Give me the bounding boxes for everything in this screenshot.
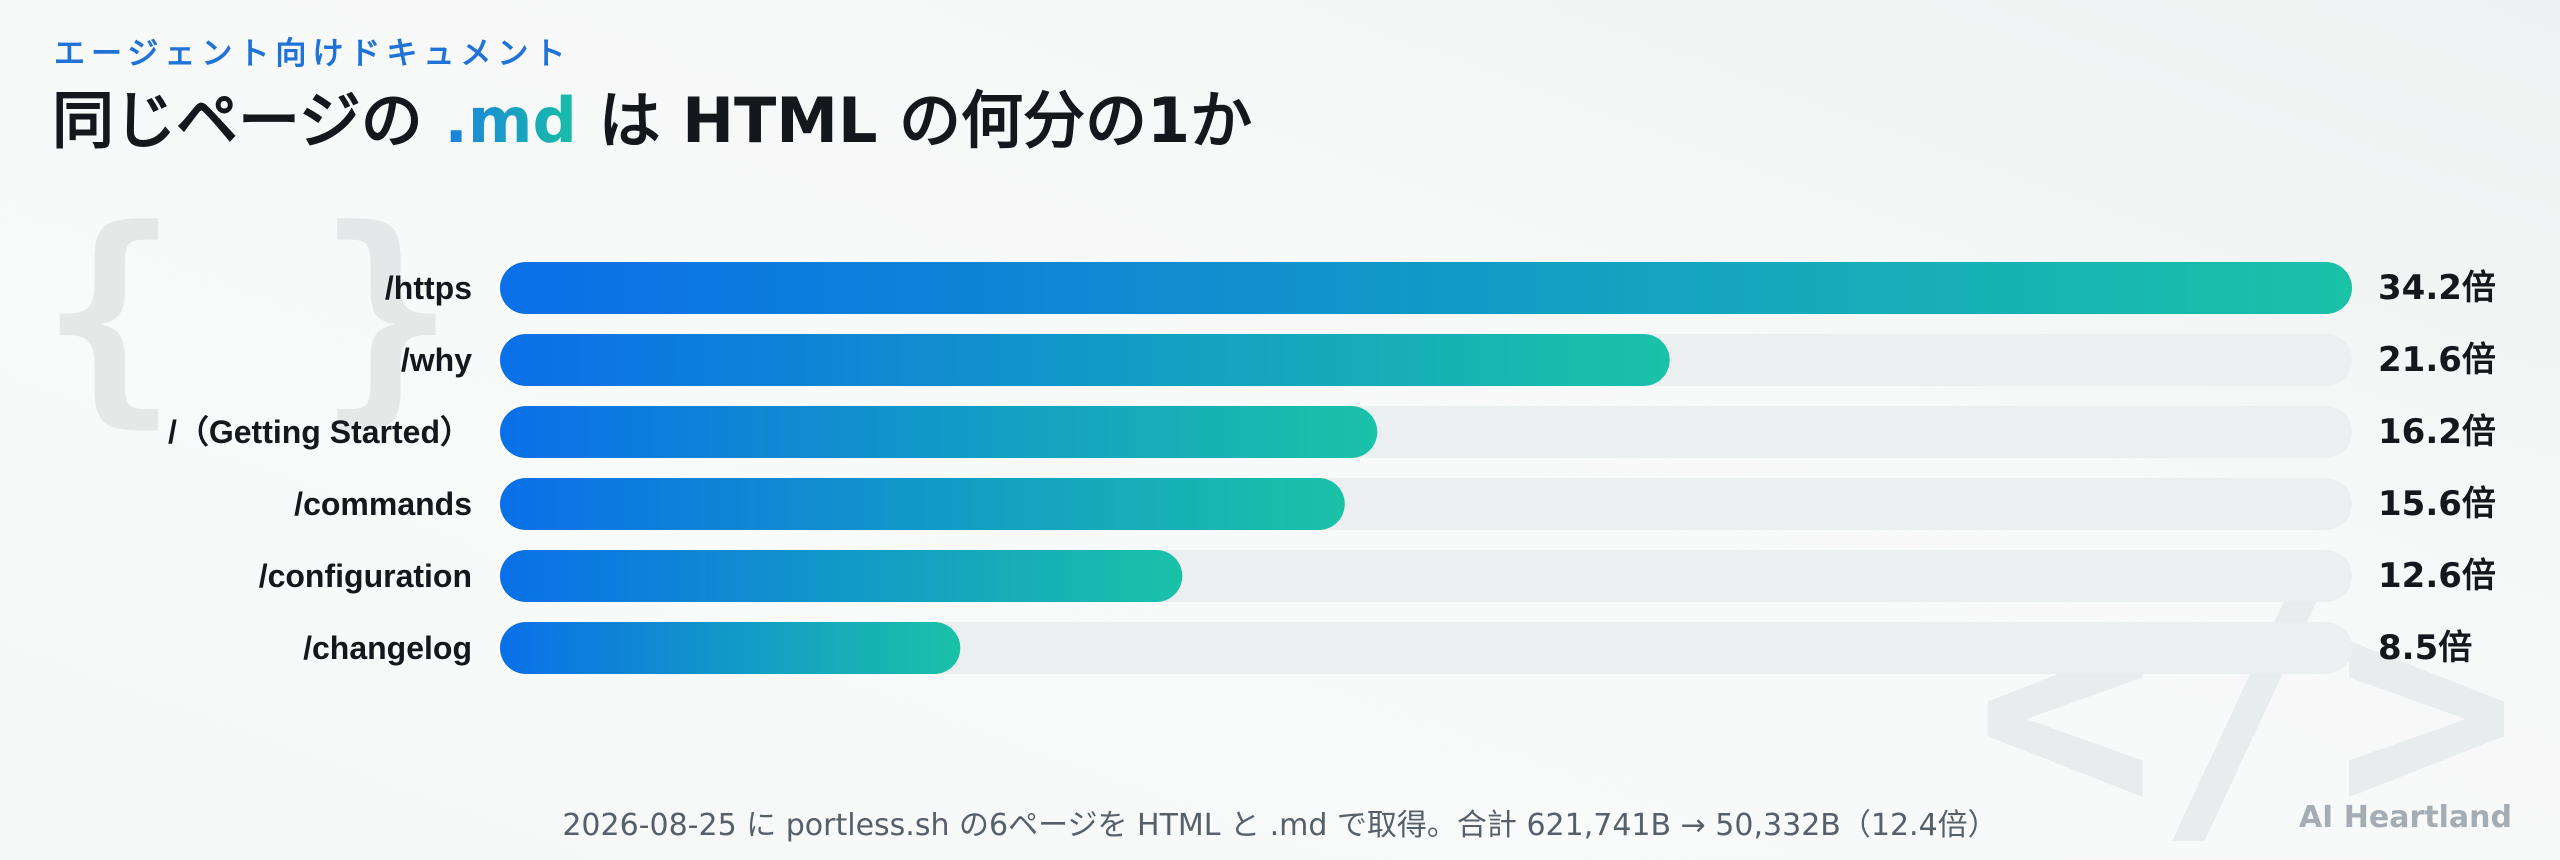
category-label: /configuration — [259, 558, 472, 594]
bar — [500, 262, 2352, 314]
value-label: 8.5倍 — [2378, 628, 2472, 668]
title-accent: .md — [444, 84, 577, 157]
category-label: /（Getting Started） — [168, 414, 472, 450]
section-kicker: エージェント向けドキュメント — [54, 36, 572, 72]
title-prefix: 同じページの — [52, 84, 445, 157]
bar — [500, 406, 1378, 458]
value-label: 34.2倍 — [2378, 268, 2496, 308]
category-label: /changelog — [303, 630, 472, 666]
category-label: /https — [385, 270, 472, 306]
bar — [500, 478, 1345, 530]
title-suffix: は HTML の何分の1か — [576, 84, 1253, 157]
category-label: /commands — [294, 486, 472, 522]
value-label: 15.6倍 — [2378, 484, 2496, 524]
value-label: 16.2倍 — [2378, 412, 2496, 452]
brand-logo: AI Heartland — [2298, 800, 2512, 835]
bar — [500, 334, 1670, 386]
bar-track — [500, 622, 2352, 674]
footnote: 2026-08-25 に portless.sh の6ページを HTML と .… — [562, 808, 1998, 843]
bar — [500, 550, 1183, 602]
bar — [500, 622, 961, 674]
code-tag-decoration: </> — [1975, 535, 2517, 860]
curly-braces-decoration: { } — [40, 181, 456, 448]
page-title: 同じページの .md は HTML の何分の1か — [52, 70, 1252, 160]
value-label: 21.6倍 — [2378, 340, 2496, 380]
category-label: /why — [401, 342, 472, 378]
value-label: 12.6倍 — [2378, 556, 2496, 596]
